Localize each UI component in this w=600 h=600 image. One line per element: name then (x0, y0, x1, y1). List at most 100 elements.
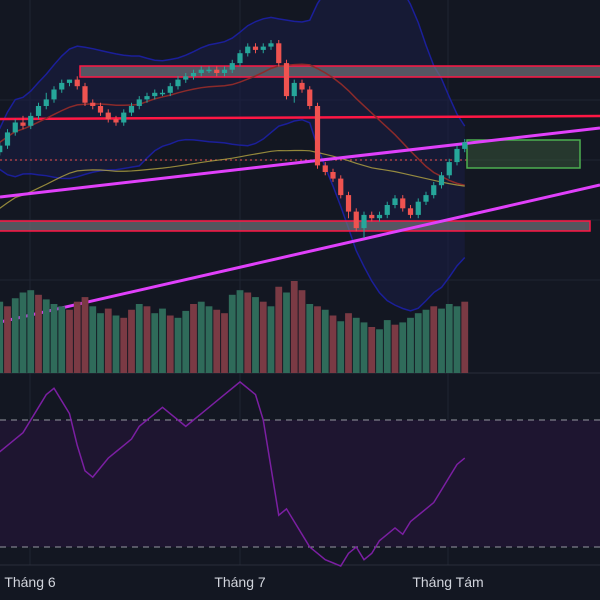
volume-bar[interactable] (383, 320, 391, 373)
volume-bar[interactable] (430, 306, 438, 373)
candle[interactable] (276, 40, 282, 67)
volume-bar[interactable] (352, 317, 360, 373)
candle[interactable] (214, 66, 220, 77)
volume-bar[interactable] (197, 301, 205, 373)
candle[interactable] (322, 162, 328, 176)
candle[interactable] (245, 43, 251, 57)
candle[interactable] (0, 142, 3, 156)
candle[interactable] (221, 66, 228, 77)
candle[interactable] (376, 211, 383, 222)
candle[interactable] (415, 198, 421, 219)
candle[interactable] (438, 172, 445, 189)
volume-bar[interactable] (306, 304, 314, 373)
volume-bar[interactable] (174, 317, 182, 373)
volume-bar[interactable] (120, 317, 128, 373)
candlesticks[interactable] (0, 40, 468, 238)
candle[interactable] (229, 59, 235, 73)
volume-bar[interactable] (283, 292, 290, 374)
volume-bar[interactable] (345, 313, 352, 373)
candle[interactable] (260, 43, 266, 54)
volume-bar[interactable] (461, 301, 469, 373)
candle[interactable] (167, 82, 173, 97)
candle[interactable] (462, 139, 468, 153)
volume-bar[interactable] (337, 321, 345, 373)
volume-bar[interactable] (89, 306, 97, 373)
candle[interactable] (353, 208, 359, 232)
volume-bars[interactable] (0, 281, 469, 374)
candle[interactable] (392, 195, 398, 209)
candle[interactable] (330, 168, 336, 182)
volume-bar[interactable] (329, 315, 337, 374)
candle[interactable] (299, 79, 305, 93)
candle[interactable] (345, 191, 352, 219)
candle[interactable] (74, 76, 80, 90)
candle[interactable] (283, 59, 290, 100)
volume-bar[interactable] (453, 306, 461, 373)
volume-bar[interactable] (104, 308, 112, 373)
candle[interactable] (314, 102, 321, 169)
candle[interactable] (105, 109, 111, 123)
candle[interactable] (121, 109, 127, 126)
candle[interactable] (183, 73, 189, 83)
candle[interactable] (113, 115, 119, 126)
volume-bar[interactable] (66, 309, 73, 373)
candle[interactable] (338, 175, 344, 199)
candle[interactable] (90, 99, 96, 110)
volume-bar[interactable] (73, 301, 81, 373)
volume-bar[interactable] (321, 309, 329, 373)
candle[interactable] (152, 89, 158, 100)
candle[interactable] (175, 76, 181, 90)
candle[interactable] (361, 211, 367, 238)
candle[interactable] (144, 92, 150, 103)
volume-bar[interactable] (275, 286, 283, 373)
candle[interactable] (128, 102, 135, 116)
volume-bar[interactable] (27, 290, 35, 373)
volume-bar[interactable] (445, 304, 453, 373)
volume-bar[interactable] (314, 306, 321, 373)
candle[interactable] (454, 145, 460, 166)
candle[interactable] (20, 115, 26, 130)
candle[interactable] (97, 102, 104, 116)
candle[interactable] (206, 66, 212, 73)
volume-bar[interactable] (236, 290, 244, 373)
volume-bar[interactable] (190, 304, 197, 373)
volume-bar[interactable] (368, 327, 376, 373)
volume-bar[interactable] (205, 306, 213, 373)
candle[interactable] (51, 86, 57, 103)
volume-bar[interactable] (151, 313, 159, 373)
volume-bar[interactable] (112, 315, 120, 374)
candle[interactable] (43, 92, 49, 110)
candle[interactable] (268, 40, 274, 50)
volume-bar[interactable] (298, 290, 306, 373)
volume-bar[interactable] (213, 309, 221, 373)
volume-bar[interactable] (407, 317, 414, 373)
candle[interactable] (369, 211, 375, 222)
volume-bar[interactable] (35, 294, 42, 373)
candle[interactable] (291, 79, 297, 103)
candle[interactable] (35, 102, 42, 120)
candle[interactable] (66, 79, 73, 87)
volume-bar[interactable] (50, 304, 58, 373)
volume-bar[interactable] (11, 298, 19, 373)
candle[interactable] (384, 201, 390, 219)
volume-bar[interactable] (58, 306, 66, 373)
candle[interactable] (423, 191, 429, 205)
candle[interactable] (82, 82, 88, 106)
volume-bar[interactable] (166, 315, 174, 374)
candle[interactable] (446, 158, 452, 179)
volume-bar[interactable] (221, 313, 228, 373)
candle[interactable] (198, 66, 204, 77)
candle[interactable] (400, 195, 406, 212)
candle[interactable] (28, 112, 34, 130)
volume-bar[interactable] (252, 297, 259, 373)
volume-bar[interactable] (267, 306, 275, 373)
candle[interactable] (4, 129, 11, 149)
volume-bar[interactable] (4, 306, 11, 373)
volume-bar[interactable] (391, 324, 399, 373)
volume-bar[interactable] (135, 304, 143, 373)
candle[interactable] (12, 119, 18, 136)
volume-bar[interactable] (422, 309, 430, 373)
volume-bar[interactable] (128, 309, 135, 373)
volume-bar[interactable] (143, 306, 151, 373)
